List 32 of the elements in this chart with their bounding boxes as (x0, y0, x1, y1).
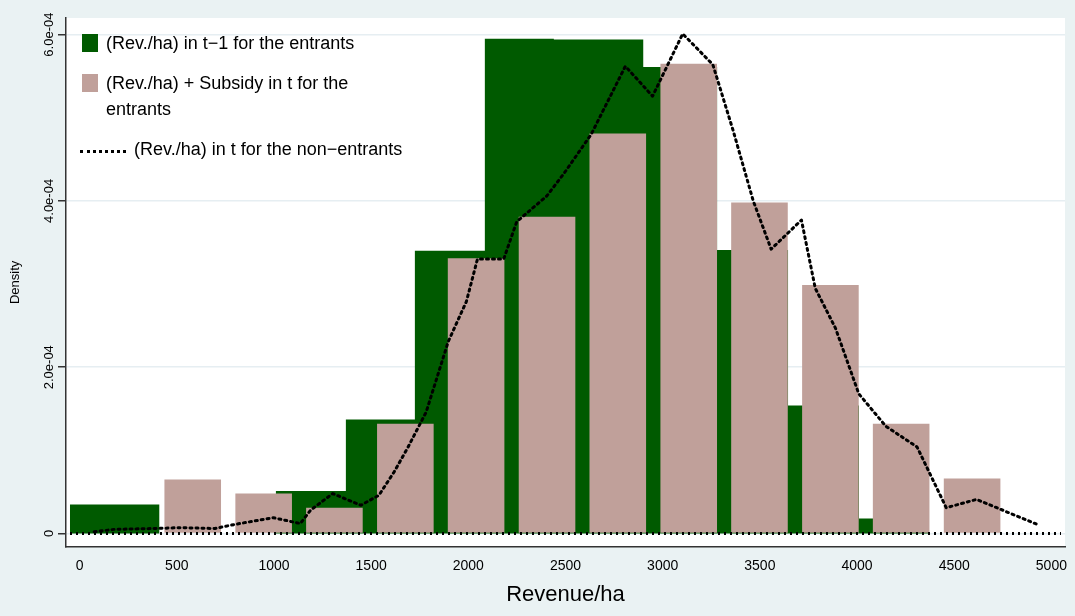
x-tick-label: 3000 (647, 557, 679, 574)
bar (164, 479, 222, 533)
y-axis-title: Density (7, 260, 23, 305)
x-tick-label: 4000 (841, 557, 873, 574)
bar (731, 202, 788, 533)
bar (306, 507, 363, 533)
bar (377, 423, 434, 533)
bar (660, 63, 718, 533)
bar (872, 423, 930, 533)
bar (802, 284, 859, 533)
x-axis-title: Revenue/ha (506, 580, 626, 606)
x-tick-label: 2000 (452, 557, 485, 574)
bar (943, 478, 1001, 533)
x-tick-label: 500 (165, 557, 189, 574)
y-tick-label: 6.0e-04 (41, 12, 57, 57)
x-tick-label: 1500 (355, 557, 387, 574)
x-tick-label: 0 (75, 557, 84, 574)
x-tick-label: 1000 (258, 557, 290, 574)
x-tick-label: 3500 (744, 557, 776, 574)
legend-label: (Rev./ha) + Subsidy in t for the entrants (106, 72, 350, 121)
y-tick-label: 4.0e-04 (41, 178, 57, 223)
legend-label: (Rev./ha) in t−1 for the entrants (106, 32, 355, 55)
x-tick-label: 4500 (938, 557, 970, 574)
bar (235, 493, 292, 533)
x-tick-label: 5000 (1035, 557, 1068, 574)
x-tick-label: 2500 (549, 557, 582, 574)
bar (589, 133, 647, 533)
y-tick-label: 0 (41, 529, 57, 538)
bar (447, 258, 505, 533)
bar (518, 216, 576, 533)
y-tick-label: 2.0e-04 (41, 345, 57, 390)
legend-label: (Rev./ha) in t for the non−entrants (134, 138, 403, 161)
